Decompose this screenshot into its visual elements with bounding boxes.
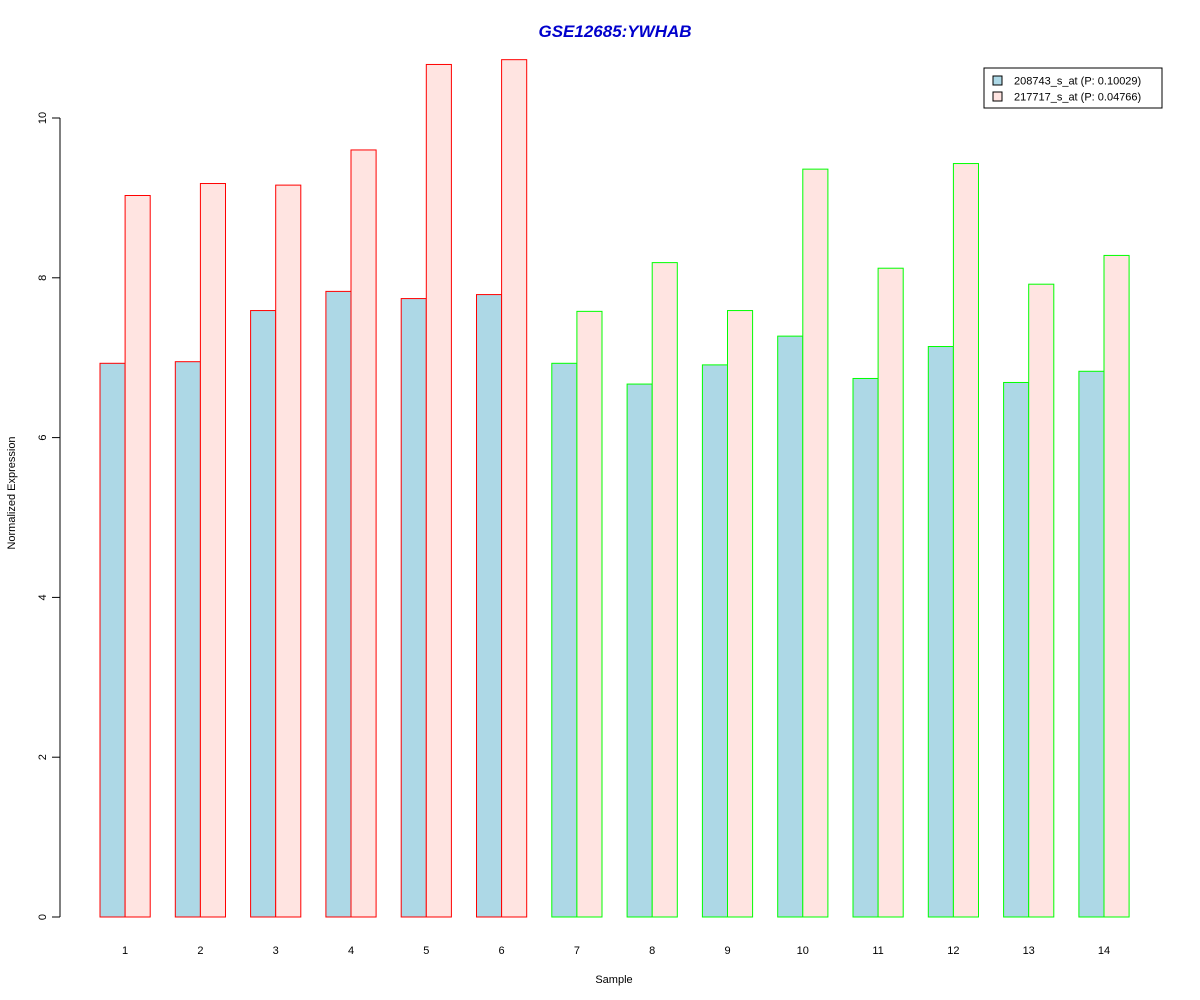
bar-sample-6-series-2 — [501, 59, 528, 918]
bar-sample-4-series-2 — [350, 149, 377, 918]
x-tick-label-7: 7 — [574, 945, 580, 957]
legend-swatch-2 — [992, 91, 1003, 102]
legend-label-1: 208743_s_at (P: 0.10029) — [1014, 76, 1141, 88]
bar-sample-12-series-2 — [952, 163, 980, 918]
x-axis-labels: 1 2 3 4 5 6 7 8 9 10 11 12 13 14 — [122, 945, 1110, 957]
x-tick-label-10: 10 — [797, 945, 809, 957]
bar-sample-5-series-1 — [400, 298, 427, 918]
y-axis-label: Normalized Expression — [6, 436, 18, 549]
x-tick-label-1: 1 — [122, 945, 128, 957]
legend: 208743_s_at (P: 0.10029) 217717_s_at (P: … — [983, 67, 1163, 109]
bar-sample-11-series-1 — [852, 377, 879, 918]
y-tick-label-10: 10 — [37, 112, 49, 124]
bar-sample-7-series-1 — [551, 362, 578, 918]
bar-sample-14-series-2 — [1103, 254, 1130, 918]
x-tick-label-8: 8 — [649, 945, 655, 957]
bar-sample-6-series-1 — [476, 294, 503, 918]
x-tick-label-12: 12 — [947, 945, 959, 957]
bar-sample-10-series-1 — [777, 335, 804, 918]
bar-sample-9-series-1 — [701, 364, 729, 918]
bar-sample-12-series-1 — [927, 346, 954, 918]
bar-sample-3-series-1 — [250, 310, 277, 918]
bar-sample-10-series-2 — [802, 168, 829, 918]
bar-sample-13-series-2 — [1028, 283, 1055, 918]
bar-sample-14-series-1 — [1078, 370, 1105, 918]
x-tick-label-11: 11 — [872, 945, 883, 957]
x-tick-label-13: 13 — [1023, 945, 1035, 957]
x-tick-label-9: 9 — [724, 945, 730, 957]
bar-sample-2-series-1 — [174, 361, 201, 918]
bar-sample-9-series-2 — [727, 310, 754, 918]
x-tick-label-4: 4 — [348, 945, 354, 957]
bar-sample-13-series-1 — [1003, 381, 1030, 918]
bar-sample-3-series-2 — [275, 184, 302, 918]
y-tick-label-0: 0 — [37, 914, 49, 920]
bar-sample-4-series-1 — [325, 290, 352, 918]
x-tick-label-3: 3 — [273, 945, 279, 957]
x-tick-label-14: 14 — [1098, 945, 1110, 957]
bars-group — [99, 59, 1130, 918]
legend-swatch-1 — [992, 75, 1003, 86]
bar-sample-11-series-2 — [877, 267, 904, 918]
bar-sample-8-series-2 — [651, 262, 678, 918]
y-tick-label-2: 2 — [37, 754, 49, 760]
x-axis-label: Sample — [595, 974, 632, 986]
y-tick-label-6: 6 — [37, 435, 49, 441]
legend-box — [983, 67, 1163, 109]
bar-sample-7-series-2 — [576, 310, 603, 918]
y-tick-label-4: 4 — [37, 594, 49, 600]
chart-title: GSE12685:YWHAB — [538, 22, 691, 41]
legend-label-2: 217717_s_at (P: 0.04766) — [1014, 92, 1141, 104]
y-axis: 0 2 4 6 8 10 — [37, 112, 61, 920]
bar-sample-1-series-2 — [124, 195, 151, 918]
bar-sample-5-series-2 — [425, 63, 452, 918]
bar-sample-8-series-1 — [626, 383, 653, 918]
bar-sample-1-series-1 — [99, 362, 126, 918]
x-tick-label-6: 6 — [499, 945, 505, 957]
bar-sample-2-series-2 — [199, 183, 226, 918]
x-tick-label-2: 2 — [197, 945, 203, 957]
y-tick-label-8: 8 — [37, 275, 49, 281]
x-tick-label-5: 5 — [423, 945, 429, 957]
